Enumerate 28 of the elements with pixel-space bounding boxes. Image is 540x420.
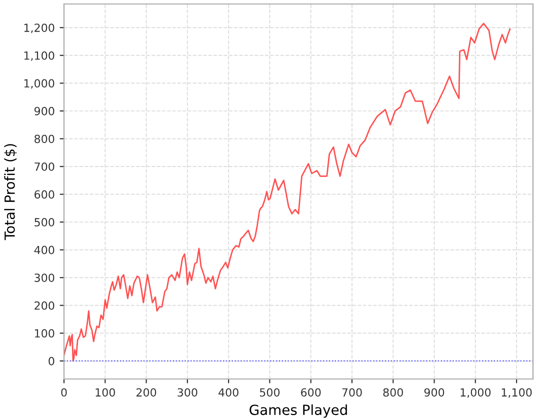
x-tick-label: 500 <box>260 388 280 397</box>
x-tick-label: 900 <box>424 388 444 397</box>
x-tick-label: 200 <box>136 388 156 397</box>
x-tick-label: 0 <box>61 388 67 397</box>
y-tick-label: 600 <box>34 190 54 199</box>
y-tick-label: 700 <box>34 162 54 171</box>
x-tick-label: 800 <box>383 388 403 397</box>
y-tick-label: 0 <box>48 356 54 366</box>
x-tick-label: 600 <box>301 388 321 397</box>
y-tick-label: 1,000 <box>24 79 54 89</box>
x-tick-label: 300 <box>178 388 198 397</box>
x-tick-label: 1,000 <box>460 388 491 398</box>
y-tick-label: 300 <box>34 274 54 282</box>
y-tick-label: 900 <box>34 106 54 116</box>
line-series <box>64 22 511 362</box>
y-tick-label: 1,200 <box>24 24 54 34</box>
y-tick-label: 200 <box>34 301 54 310</box>
x-tick-label: 400 <box>218 388 238 397</box>
x-axis-title: Games Played <box>250 404 347 418</box>
y-tick-label: 1,100 <box>24 51 54 61</box>
y-tick-label: 400 <box>34 246 54 254</box>
y-tick-label: 800 <box>34 134 54 144</box>
x-tick-label: 100 <box>96 388 116 397</box>
y-axis-title: Total Profit ($) <box>4 144 17 240</box>
x-tick-label: 700 <box>342 388 362 397</box>
x-tick-label: 1,100 <box>502 388 532 398</box>
y-tick-label: 500 <box>34 218 54 226</box>
y-tick-label: 100 <box>34 329 54 338</box>
